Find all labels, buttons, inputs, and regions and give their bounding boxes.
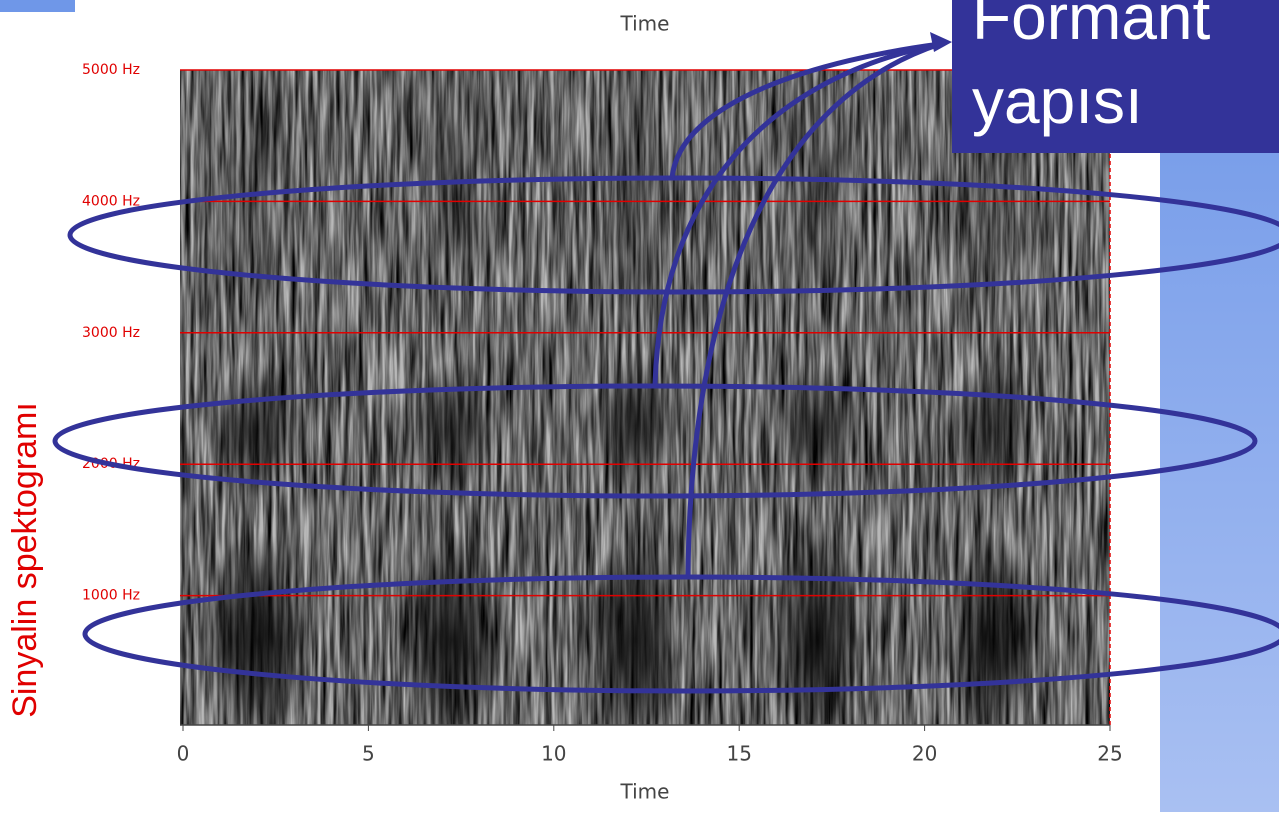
y-tick-label: 4000 Hz (82, 193, 140, 209)
x-tick-label: 25 (1097, 742, 1122, 766)
y-tick-label: 1000 Hz (82, 588, 140, 604)
corner-tab (0, 0, 75, 12)
x-tick-label: 5 (362, 742, 375, 766)
annotation-line: Formant (972, 0, 1211, 53)
y-tick-label: 5000 Hz (82, 62, 140, 78)
y-tick-label: 3000 Hz (82, 325, 140, 341)
y-axis-title: Sinyalin spektogramı (6, 402, 44, 718)
x-tick-label: 10 (541, 742, 566, 766)
annotation-line: yapısı (972, 65, 1143, 137)
x-tick-label: 0 (177, 742, 190, 766)
annotation-box (952, 0, 1279, 153)
x-tick-label: 20 (912, 742, 937, 766)
x-axis-title: Time (620, 780, 670, 804)
x-tick-label: 15 (726, 742, 751, 766)
spectrogram-image (180, 70, 1110, 725)
annotation-shapes (52, 32, 1279, 694)
x-axis-title-top: Time (620, 12, 670, 36)
